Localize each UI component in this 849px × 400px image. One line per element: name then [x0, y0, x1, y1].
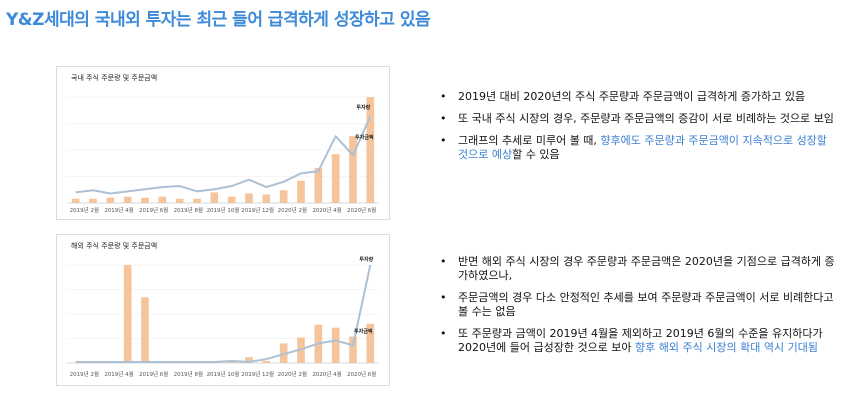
- x-tick-label: 2019년 4월: [104, 370, 133, 378]
- x-tick-label: 2020년 4월: [312, 206, 341, 214]
- bullet-text: 또 주문량과 금액이 2019년 4월을 제외하고 2019년 6월의 수준을 …: [458, 327, 823, 354]
- bar: [366, 97, 375, 203]
- bullet-item: • 주문금액의 경우 다소 안정적인 추세를 보여 주문량과 주문금액이 서로 비…: [438, 291, 838, 319]
- bar: [314, 168, 323, 203]
- bar: [331, 327, 340, 363]
- domestic-chart-panel: 국내 주식 주문량 및 주문금액 2019년 2월 2019년 4월 2019년 6…: [56, 66, 390, 220]
- bar: [141, 297, 149, 363]
- bullet-dot: •: [440, 255, 447, 268]
- bar-annotation: 투자금액: [354, 328, 373, 335]
- x-tick-label: 2019년 6월: [139, 206, 168, 214]
- bullet-dot: •: [440, 134, 447, 147]
- foreign-chart-panel: 해외 주식 주문량 및 주문금액 2019년 2월 2019년 4월 2019년 6…: [56, 234, 390, 386]
- bullet-item: • 또 주문량과 금액이 2019년 4월을 제외하고 2019년 6월의 수준을…: [438, 327, 838, 355]
- chart-title: 해외 주식 주문량 및 주문금액: [71, 242, 158, 250]
- bar: [227, 362, 236, 363]
- x-tick-label: 2019년 10월: [207, 370, 240, 378]
- bullet-dot: •: [440, 90, 447, 103]
- bullet-item: • 2019년 대비 2020년의 주식 주문량과 주문금액이 급격하게 증가하고…: [438, 90, 838, 104]
- highlight-text: 향후에도 주문량과 주문금액이 지속적으로 성장할 것으로 예상: [458, 134, 827, 161]
- x-tick-label: 2020년 2월: [278, 206, 307, 214]
- bar: [141, 197, 149, 203]
- highlight-text: 향후 해외 주식 시장의 확대 역시 기대됨: [635, 341, 818, 354]
- bar: [227, 196, 236, 203]
- x-tick-label: 2019년 8월: [174, 206, 203, 214]
- bar: [279, 190, 288, 203]
- bar: [262, 194, 271, 203]
- bullet-dot: •: [440, 327, 447, 340]
- series-line: [75, 115, 372, 195]
- bar: [297, 180, 305, 203]
- bullet-dot: •: [440, 112, 447, 125]
- x-tick-label: 2019년 8월: [174, 370, 203, 378]
- bullet-item: • 그래프의 추세로 미루어 볼 때, 향후에도 주문량과 주문금액이 지속적으로…: [438, 134, 838, 162]
- bar: [71, 198, 80, 203]
- x-tick-label: 2019년 12월: [241, 370, 274, 378]
- bullet-text: 그래프의 추세로 미루어 볼 때,: [458, 134, 601, 147]
- page-title: Y&Z세대의 국내외 투자는 최근 들어 급격하게 성장하고 있음: [6, 10, 431, 30]
- bar: [193, 198, 201, 203]
- bullet-item: • 반면 해외 주식 시장의 경우 주문량과 주문금액은 2020년을 기점으로 …: [438, 255, 838, 283]
- x-tick-label: 2020년 4월: [312, 370, 341, 378]
- x-tick-label: 2020년 2월: [278, 370, 307, 378]
- x-tick-label: 2019년 2월: [70, 370, 99, 378]
- x-tick-label: 2020년 6월: [347, 206, 376, 214]
- x-tick-label: 2019년 2월: [70, 206, 99, 214]
- x-tick-label: 2019년 6월: [139, 370, 168, 378]
- bar: [123, 265, 132, 363]
- top-bullet-list: • 2019년 대비 2020년의 주식 주문량과 주문금액이 급격하게 증가하고…: [438, 90, 838, 170]
- bar: [89, 198, 97, 203]
- bar: [245, 193, 253, 203]
- x-tick-label: 2019년 10월: [207, 206, 240, 214]
- x-tick-label: 2019년 12월: [241, 206, 274, 214]
- bar: [175, 198, 184, 203]
- chart-title: 국내 주식 주문량 및 주문금액: [71, 74, 158, 82]
- line-annotation: 투자량: [359, 256, 373, 263]
- bar: [349, 336, 357, 363]
- series-line: [75, 264, 372, 364]
- bar: [331, 154, 340, 203]
- bar: [158, 196, 167, 203]
- bar: [262, 361, 271, 363]
- bullet-text: 할 수 있음: [512, 148, 560, 161]
- bar-annotation: 투자금액: [355, 134, 374, 141]
- x-tick-label: 2019년 4월: [104, 206, 133, 214]
- bullet-text: 반면 해외 주식 시장의 경우 주문량과 주문금액은 2020년을 기점으로 급…: [458, 255, 835, 282]
- bar: [210, 192, 219, 203]
- domestic-chart: 2019년 2월 2019년 4월 2019년 6월 2019년 8월 2019년 10…: [67, 96, 379, 214]
- bullet-text: 또 국내 주식 시장의 경우, 주문량과 주문금액의 증감이 서로 비례하는 것…: [458, 112, 834, 125]
- bar: [245, 357, 253, 363]
- bar: [123, 196, 132, 203]
- bullet-item: • 또 국내 주식 시장의 경우, 주문량과 주문금액의 증감이 서로 비례하는 …: [438, 112, 838, 126]
- bullet-text: 2019년 대비 2020년의 주식 주문량과 주문금액이 급격하게 증가하고 …: [458, 90, 806, 103]
- bullet-dot: •: [440, 291, 447, 304]
- foreign-chart: 2019년 2월 2019년 4월 2019년 6월 2019년 8월 2019년 10…: [67, 256, 379, 378]
- x-tick-label: 2020년 6월: [347, 370, 376, 378]
- bottom-bullet-list: • 반면 해외 주식 시장의 경우 주문량과 주문금액은 2020년을 기점으로 …: [438, 255, 838, 363]
- bullet-text: 주문금액의 경우 다소 안정적인 추세를 보여 주문량과 주문금액이 서로 비례…: [458, 291, 834, 318]
- bar: [106, 197, 115, 203]
- line-annotation: 투자량: [356, 104, 370, 111]
- bar: [366, 323, 375, 363]
- bar: [349, 136, 357, 203]
